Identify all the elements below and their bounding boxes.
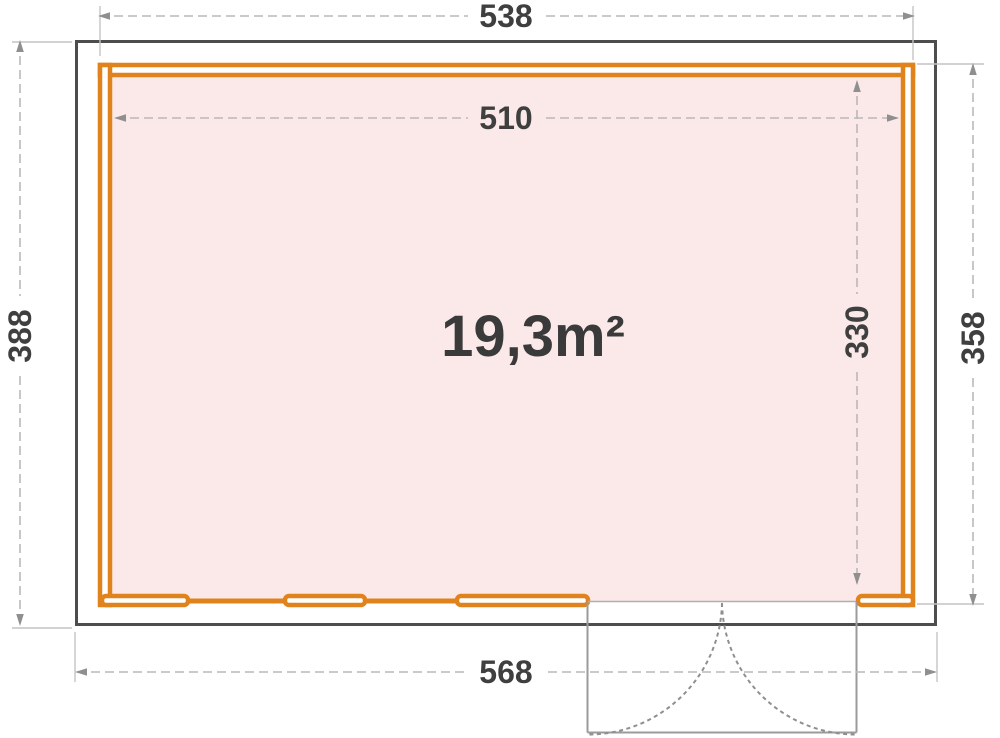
outer-wall-outline [75,40,937,626]
window-panel-1 [99,593,191,608]
dimension-right-outer: 358 [917,63,991,606]
arrow-right [925,668,937,676]
arrow-right [903,12,915,20]
arrow-up [16,40,24,52]
window-panel-4 [855,593,916,608]
arrow-right [887,114,899,122]
dim-label-top-outer: 538 [479,0,532,34]
dimension-inner-width: 510 [114,100,899,136]
area-label: 19,3m² [441,304,625,369]
dim-label-bottom-outer: 568 [479,654,532,690]
dim-label-right-inner: 330 [839,305,875,358]
window-panel-2 [282,593,368,608]
arrow-left [75,668,87,676]
dimension-top-outer: 538 [98,0,915,60]
window-panel-3 [454,593,591,608]
wall-left [97,62,113,608]
dim-label-left-outer: 388 [2,309,38,362]
double-door [586,600,858,736]
arrow-up [853,80,861,92]
door-swing-arc-right [721,602,857,736]
wall-top [97,62,916,78]
dim-label-inner-width: 510 [479,100,532,136]
arrow-down [16,614,24,626]
arrow-down [969,594,977,606]
arrow-left [114,114,126,122]
arrow-down [853,573,861,585]
arrow-up [969,63,977,75]
wall-right [900,62,916,608]
dimension-left-outer: 388 [2,40,72,629]
dimension-bottom-outer: 568 [74,632,938,690]
dimension-right-inner: 330 [839,80,875,585]
arrow-left [98,12,110,20]
door-swing-arc-left [587,602,723,736]
dim-label-right-outer: 358 [955,311,991,364]
floor-area [104,70,904,602]
